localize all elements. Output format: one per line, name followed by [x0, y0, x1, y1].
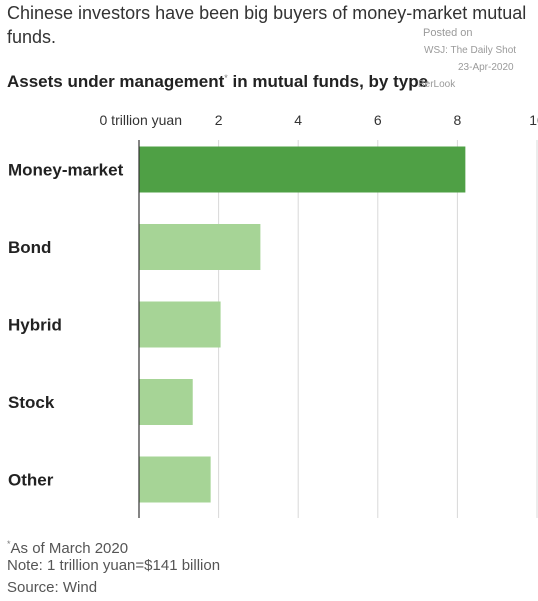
- chart-title-marker: *: [224, 73, 228, 83]
- footnote-source: Source: Wind: [7, 579, 98, 596]
- watermark-posted: Posted on: [423, 27, 473, 39]
- category-label: Hybrid: [8, 316, 62, 335]
- footnote-as-of-text: As of March 2020: [10, 540, 129, 557]
- x-tick-label: 0 trillion yuan: [100, 112, 183, 128]
- footnote-asterisk: *: [7, 539, 11, 549]
- chart-title-main: Assets under management: [7, 72, 225, 91]
- category-label: Stock: [8, 393, 55, 412]
- x-tick-label: 6: [374, 112, 382, 128]
- watermark-source: WSJ: The Daily Shot: [424, 45, 517, 56]
- category-label: Money-market: [8, 161, 124, 180]
- chart-title: Assets under management* in mutual funds…: [7, 72, 428, 92]
- chart-title-suffix: in mutual funds, by type: [232, 72, 429, 91]
- watermark-brand: BerLook: [418, 79, 456, 90]
- footnote-note: Note: 1 trillion yuan=$141 billion: [7, 557, 221, 574]
- x-tick-label: 10: [529, 112, 538, 128]
- category-label: Other: [8, 471, 54, 490]
- bar: [139, 379, 193, 425]
- x-tick-label: 2: [215, 112, 223, 128]
- bar-chart: 0 trillion yuan 2 4 6 8 10 Money-market Bond Hyb…: [8, 112, 538, 518]
- category-label: Bond: [8, 238, 51, 257]
- x-tick-label: 4: [294, 112, 302, 128]
- bar: [139, 224, 261, 270]
- headline: Chinese investors have been big buyers o…: [7, 3, 527, 47]
- bar: [139, 456, 211, 503]
- watermark-date: 23-Apr-2020: [458, 62, 514, 73]
- bar: [139, 301, 221, 348]
- x-tick-label: 8: [454, 112, 462, 128]
- bar: [139, 146, 466, 193]
- footnote-as-of: *As of March 2020: [7, 534, 128, 559]
